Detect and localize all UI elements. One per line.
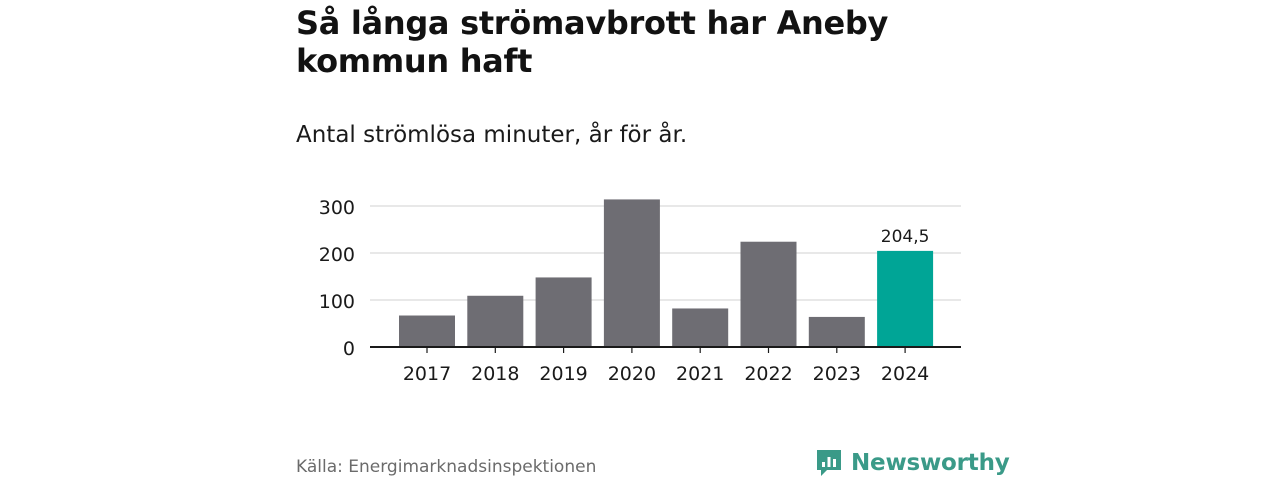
bars bbox=[399, 199, 934, 347]
data-label: 204,5 bbox=[881, 227, 930, 247]
brand-name: Newsworthy bbox=[851, 450, 1010, 476]
chart-subtitle: Antal strömlösa minuter, år för år. bbox=[296, 122, 688, 148]
gridlines bbox=[370, 205, 961, 301]
x-tick-label: 2021 bbox=[676, 363, 724, 385]
x-tick-label: 2023 bbox=[813, 363, 861, 385]
y-tick-label: 200 bbox=[319, 244, 355, 266]
newsworthy-logo-icon bbox=[817, 450, 841, 476]
x-tick-label: 2022 bbox=[744, 363, 792, 385]
bar-2022 bbox=[740, 241, 797, 347]
bar-2019 bbox=[535, 277, 592, 347]
bar-2017 bbox=[399, 315, 455, 347]
bar-chart: 0 100 200 300 2017 2018 2019 2020 2021 2022 2023 20… bbox=[319, 197, 961, 385]
bar-2024 bbox=[877, 250, 934, 347]
bar-2018 bbox=[467, 295, 524, 347]
x-tick-label: 2017 bbox=[403, 363, 451, 385]
brand-logo: Newsworthy bbox=[815, 446, 1010, 480]
bar-2021 bbox=[672, 308, 729, 347]
source-note: Källa: Energimarknadsinspektionen bbox=[296, 457, 597, 477]
bar-2020 bbox=[603, 199, 660, 347]
y-tick-label: 100 bbox=[319, 291, 355, 313]
x-tick-label: 2024 bbox=[881, 363, 929, 385]
x-tick-label: 2019 bbox=[539, 363, 587, 385]
bar-2023 bbox=[808, 316, 865, 347]
y-tick-label: 300 bbox=[319, 197, 355, 219]
labels: 0 100 200 300 2017 2018 2019 2020 2021 2022 2023 20… bbox=[319, 197, 961, 385]
x-tick-label: 2018 bbox=[471, 363, 519, 385]
x-tick-label: 2020 bbox=[608, 363, 656, 385]
y-tick-label: 0 bbox=[343, 338, 355, 360]
chart-title: Så långa strömavbrott har Aneby kommun h… bbox=[296, 4, 889, 80]
